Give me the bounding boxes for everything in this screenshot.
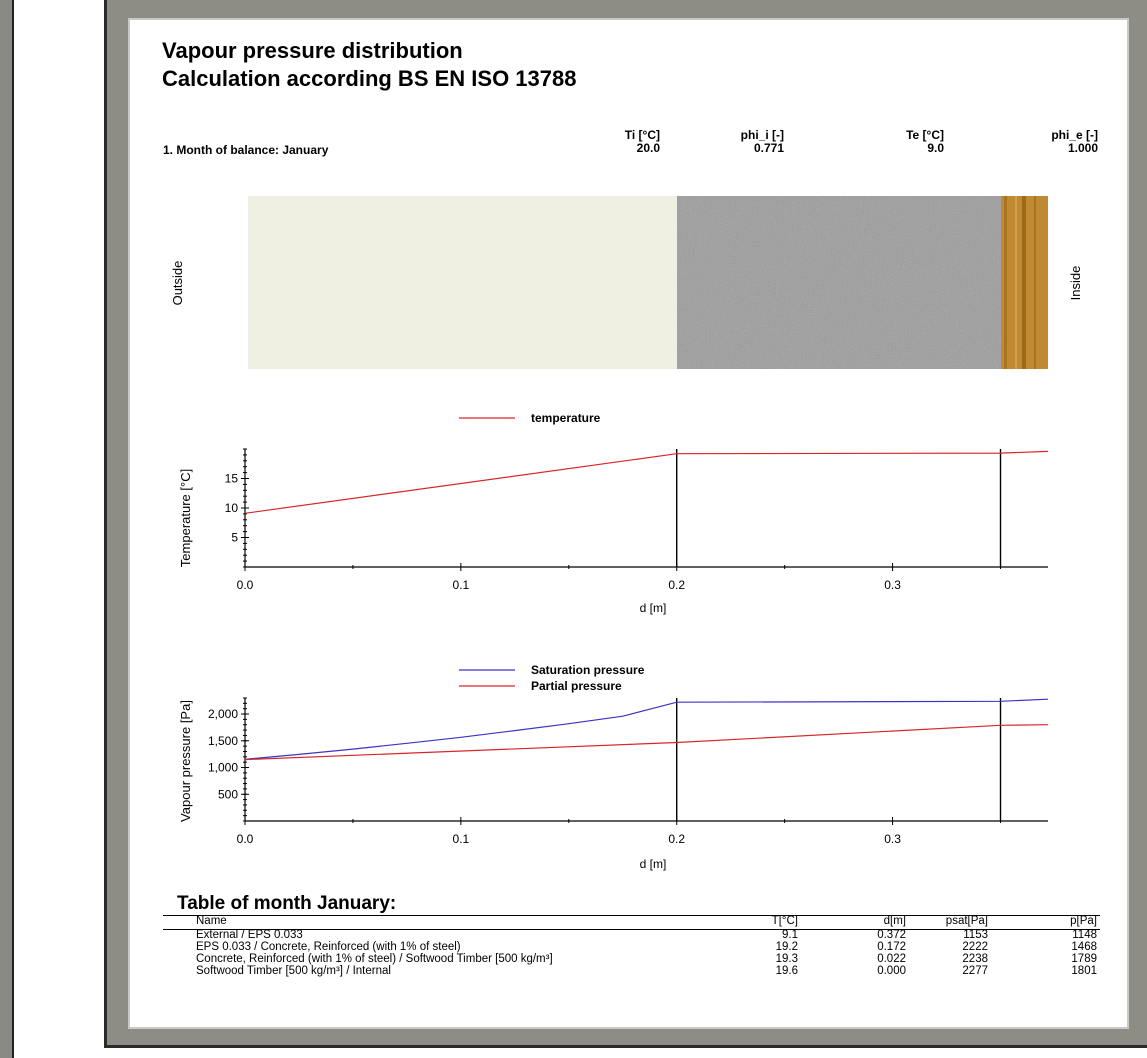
x-tick-label: 0.2: [668, 832, 685, 846]
table-cell: 2277: [962, 965, 988, 977]
param-value-phii: 0.771: [753, 141, 784, 155]
layer-eps: [248, 196, 677, 369]
timber-grain-2: [1015, 196, 1017, 369]
y-tick-label: 1,500: [208, 734, 238, 748]
table-title: Table of month January:: [177, 893, 397, 914]
table-cell: 0.022: [877, 953, 906, 965]
temperature-chart: temperature Temperature [°C] d [m] 5 10 15…: [178, 411, 1049, 615]
y-tick-label: 2,000: [208, 707, 238, 721]
y-tick-label: 15: [225, 472, 239, 486]
table-header-cell: Name: [196, 915, 227, 927]
x-tick-label: 0.3: [884, 578, 901, 592]
series-line: [244, 450, 1049, 514]
table-cell: 2238: [962, 953, 988, 965]
legend-temperature-label: temperature: [531, 411, 601, 425]
x-tick-label: 0.3: [884, 832, 901, 846]
report-subtitle: Calculation according BS EN ISO 13788: [162, 66, 577, 91]
table-cell: 1153: [963, 929, 988, 941]
table-cell: 1789: [1071, 953, 1097, 965]
x-tick-label: 0.0: [237, 832, 254, 846]
table-cell: 9.1: [782, 929, 798, 941]
param-label-te: Te [°C]: [906, 128, 944, 142]
table-cell: 1468: [1071, 941, 1097, 953]
table-cell: EPS 0.033 / Concrete, Reinforced (with 1…: [196, 941, 461, 953]
table-cell: 19.3: [775, 953, 798, 965]
table-header-cell: p[Pa]: [1070, 915, 1097, 927]
window-edge: [0, 0, 14, 1058]
report-page: [128, 18, 1129, 1029]
report-title: Vapour pressure distribution: [162, 38, 463, 63]
table-cell: 0.372: [877, 929, 906, 941]
legend-saturation-label: Saturation pressure: [531, 663, 645, 677]
table-cell: 1801: [1071, 965, 1097, 977]
legend-partial-label: Partial pressure: [531, 679, 622, 693]
x-tick-label: 0.0: [237, 578, 254, 592]
month-label: 1. Month of balance: January: [163, 143, 329, 157]
table-header-cell: d[m]: [883, 915, 906, 927]
param-value-phie: 1.000: [1067, 141, 1098, 155]
y-tick-label: 5: [231, 531, 238, 545]
wall-section: Outside Inside: [170, 196, 1083, 369]
param-label-phii: phi_i [-]: [740, 128, 784, 142]
table-cell: 0.000: [877, 965, 906, 977]
table-cell: Softwood Timber [500 kg/m³] / Internal: [196, 965, 391, 977]
y-tick-label: 10: [225, 501, 239, 515]
vapour-pressure-chart: Saturation pressure Partial pressure Vap…: [178, 663, 1049, 871]
series-line: [244, 698, 1049, 760]
timber-grain-3: [1022, 196, 1026, 369]
inside-label: Inside: [1068, 266, 1083, 301]
y-axis-label: Vapour pressure [Pa]: [178, 700, 193, 822]
table-cell: 1148: [1072, 929, 1097, 941]
table-cell: 19.6: [775, 965, 798, 977]
table-cell: 2222: [962, 941, 988, 953]
x-tick-label: 0.1: [453, 578, 470, 592]
param-value-ti: 20.0: [636, 141, 660, 155]
param-value-te: 9.0: [927, 141, 944, 155]
table-cell: 0.172: [877, 941, 906, 953]
table-header-cell: T[°C]: [771, 915, 798, 927]
table-header-cell: psat[Pa]: [945, 915, 988, 927]
param-label-phie: phi_e [-]: [1051, 128, 1098, 142]
x-tick-label: 0.2: [668, 578, 685, 592]
table-cell: 19.2: [775, 941, 798, 953]
timber-grain-4: [1034, 196, 1036, 369]
outside-label: Outside: [170, 261, 185, 306]
table-rule-top: [163, 915, 1100, 916]
param-label-ti: Ti [°C]: [624, 128, 660, 142]
series-line: [244, 724, 1049, 761]
table-rule-header: [163, 929, 1100, 930]
y-axis-label: Temperature [°C]: [178, 469, 193, 567]
table-cell: External / EPS 0.033: [196, 929, 303, 941]
x-tick-label: 0.1: [453, 832, 470, 846]
y-tick-label: 500: [218, 787, 238, 801]
x-axis-label: d [m]: [640, 857, 667, 871]
table-cell: Concrete, Reinforced (with 1% of steel) …: [196, 953, 553, 965]
x-axis-label: d [m]: [640, 601, 667, 615]
concrete-texture: [677, 196, 1001, 369]
y-tick-label: 1,000: [208, 761, 238, 775]
timber-grain-1: [1004, 196, 1007, 369]
